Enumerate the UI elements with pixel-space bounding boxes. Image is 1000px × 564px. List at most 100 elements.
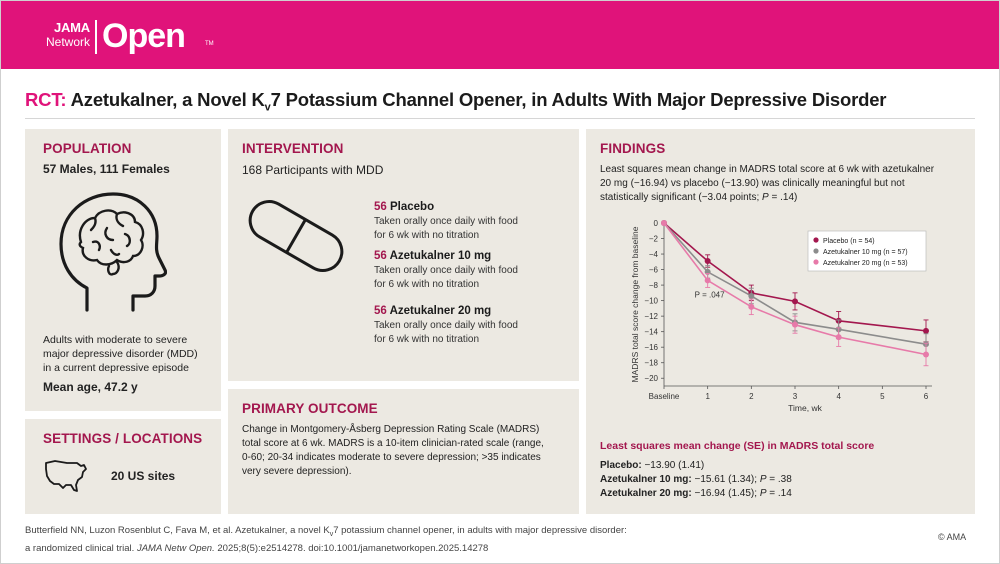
x-tick-label: 4 — [836, 392, 841, 401]
outcome-line-4: very severe depression). — [242, 466, 352, 477]
findings-panel: FINDINGS Least squares mean change in MA… — [586, 129, 975, 514]
p-value-annotation: P = .047 — [695, 291, 725, 300]
population-desc-line-3: in a current depressive episode — [43, 362, 189, 375]
outcome-line-1: Change in Montgomery-Åsberg Depression R… — [242, 424, 540, 435]
series-line — [663, 222, 927, 332]
population-heading: POPULATION — [43, 141, 132, 156]
legend-label: Azetukalner 20 mg (n = 53) — [823, 260, 908, 267]
population-mean-age: Mean age, 47.2 y — [43, 380, 138, 394]
summary-line-3-a: statistically significant (−3.04 points; — [600, 192, 763, 203]
primary-outcome-text: Change in Montgomery-Åsberg Depression R… — [242, 423, 544, 479]
findings-heading: FINDINGS — [600, 141, 666, 156]
capsule-icon — [248, 200, 344, 272]
x-axis-label: Time, wk — [788, 403, 822, 413]
participants-text: 168 Participants with MDD — [242, 163, 384, 177]
arm-10mg-desc2: for 6 wk with no titration — [374, 278, 480, 290]
arm-placebo-n: 56 — [374, 201, 387, 213]
data-point — [704, 277, 711, 284]
legend-box — [807, 230, 927, 272]
row-10mg-value: −15.61 (1.34); — [691, 474, 760, 485]
population-description: Adults with moderate to severe major dep… — [43, 333, 198, 376]
y-tick-label: −8 — [649, 281, 659, 290]
population-panel: POPULATION 57 Males, 111 Females Adults … — [25, 129, 221, 411]
y-tick-label: −6 — [649, 266, 659, 275]
y-tick-label: −4 — [649, 250, 659, 259]
arm-20mg-name: Azetukalner 20 mg — [389, 305, 492, 317]
legend-label: Azetukalner 10 mg (n = 57) — [823, 249, 908, 256]
intervention-participants: 168 Participants with MDD — [242, 163, 383, 177]
intervention-heading: INTERVENTION — [242, 141, 344, 156]
row-10mg-p-label: P — [759, 474, 767, 485]
summary-line-2: 20 mg (−16.94) vs placebo (−13.90) was c… — [600, 178, 905, 189]
series-line — [663, 222, 927, 345]
data-point — [923, 351, 929, 358]
journal-header: JAMA Network Open TM — [1, 1, 999, 69]
population-desc-line-2: major depressive disorder (MDD) — [43, 348, 198, 361]
y-tick-label: −16 — [644, 343, 658, 352]
row-20mg-p-value: = .14 — [766, 488, 792, 499]
settings-heading: SETTINGS / LOCATIONS — [43, 431, 203, 446]
data-point — [748, 303, 755, 310]
y-tick-label: −10 — [644, 297, 658, 306]
row-placebo-value: −13.90 (1.41) — [641, 460, 705, 471]
citation-1a: Butterfield NN, Luzon Rosenblut C, Fava … — [25, 525, 330, 536]
legend-marker — [813, 248, 819, 254]
arm-20mg-n: 56 — [374, 305, 387, 317]
y-tick-label: −18 — [644, 359, 658, 368]
arm-20mg: 56 Azetukalner 20 mg Taken orally once d… — [374, 303, 518, 346]
arm-placebo: 56 Placebo Taken orally once daily with … — [374, 199, 518, 242]
arm-10mg-n: 56 — [374, 250, 387, 262]
citation-line-2: a randomized clinical trial. JAMA Netw O… — [25, 542, 627, 556]
arm-10mg: 56 Azetukalner 10 mg Taken orally once d… — [374, 248, 518, 291]
summary-line-3-b: = .14) — [768, 192, 798, 203]
data-point — [835, 334, 842, 341]
population-counts: 57 Males, 111 Females — [43, 162, 170, 176]
intervention-panel: INTERVENTION 168 Participants with MDD 5… — [228, 129, 579, 381]
y-tick-label: −14 — [644, 328, 658, 337]
x-tick-label: Baseline — [649, 392, 680, 401]
settings-sites: 20 US sites — [111, 469, 176, 483]
settings-panel: SETTINGS / LOCATIONS 20 US sites — [25, 419, 221, 514]
findings-row-20mg: Azetukalner 20 mg: −16.94 (1.45); P = .1… — [600, 487, 792, 501]
series-line — [663, 222, 927, 356]
arm-placebo-desc2: for 6 wk with no titration — [374, 229, 480, 241]
row-20mg-p-label: P — [759, 488, 767, 499]
population-desc-line-1: Adults with moderate to severe — [43, 334, 188, 346]
x-tick-label: 6 — [924, 392, 929, 401]
row-placebo-label: Placebo: — [600, 460, 642, 471]
outcome-line-2: total score at 6 wk. MADRS is a 10-item … — [242, 438, 544, 449]
row-10mg-label: Azetukalner 10 mg: — [600, 474, 692, 485]
logo-jama: JAMA — [53, 20, 90, 35]
summary-line-1: Least squares mean change in MADRS total… — [600, 164, 935, 175]
data-point — [792, 321, 798, 328]
summary-p-label: P — [762, 192, 769, 203]
findings-row-placebo: Placebo: −13.90 (1.41) — [600, 459, 792, 473]
findings-table-title: Least squares mean change (SE) in MADRS … — [600, 440, 875, 452]
y-axis-label: MADRS total score change from baseline — [630, 226, 640, 382]
x-tick-label: 1 — [705, 392, 710, 401]
findings-summary: Least squares mean change in MADRS total… — [600, 163, 934, 205]
row-20mg-value: −16.94 (1.45); — [691, 488, 760, 499]
legend-marker — [813, 259, 819, 265]
findings-row-10mg: Azetukalner 10 mg: −15.61 (1.34); P = .3… — [600, 473, 792, 487]
y-tick-label: −20 — [644, 374, 658, 383]
row-20mg-label: Azetukalner 20 mg: — [600, 488, 692, 499]
arm-placebo-name: Placebo — [390, 201, 435, 213]
row-10mg-p-value: = .38 — [766, 474, 792, 485]
title-subscript: v — [264, 101, 271, 114]
title-label: RCT: — [25, 89, 67, 110]
arm-10mg-desc1: Taken orally once daily with food — [374, 265, 518, 276]
arm-placebo-desc1: Taken orally once daily with food — [374, 216, 518, 227]
legend-marker — [813, 237, 819, 243]
x-tick-label: 2 — [749, 392, 754, 401]
logo-divider — [95, 20, 97, 54]
primary-outcome-panel: PRIMARY OUTCOME Change in Montgomery-Åsb… — [228, 389, 579, 514]
citation-line-1: Butterfield NN, Luzon Rosenblut C, Fava … — [25, 524, 627, 542]
head-brain-icon — [59, 192, 167, 312]
title-divider — [25, 118, 975, 119]
y-tick-label: −2 — [649, 235, 659, 244]
madrs-line-chart: 0 −2 −4 −6 −8 −10 −12 −14 −16 −18 −20 Baseline 1 2 3 4 5… — [630, 219, 932, 413]
citation-2b: 2025;8(5):e2514278. doi:10.1001/jamanetw… — [214, 542, 489, 554]
data-point — [792, 298, 798, 305]
x-tick-label: 5 — [880, 392, 885, 401]
